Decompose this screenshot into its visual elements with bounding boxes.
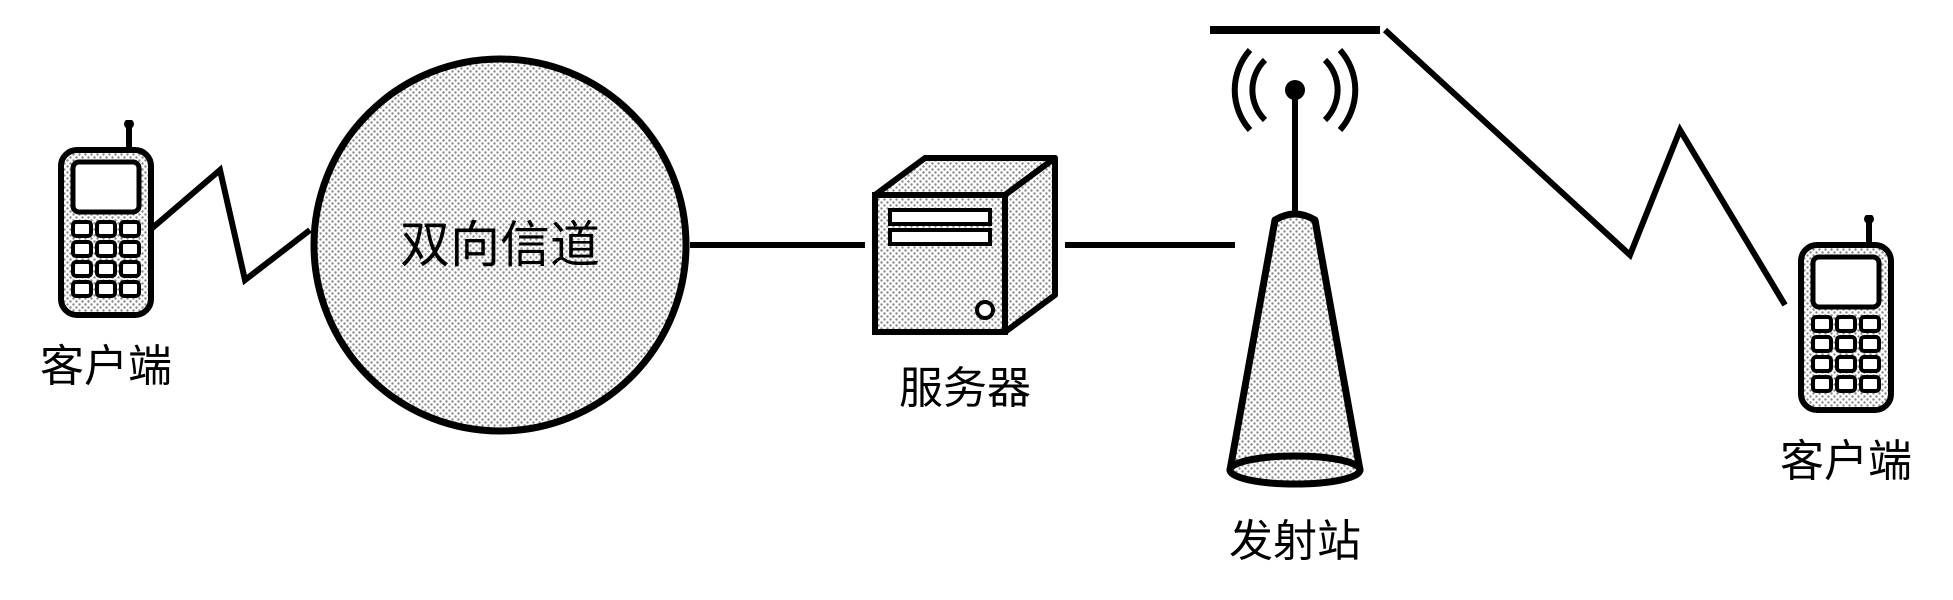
tower-icon [1205,20,1385,490]
client-right-label: 客户端 [1780,425,1912,489]
client-left-label: 客户端 [40,330,172,394]
channel-label: 双向信道 [400,217,600,273]
channel-circle-icon: 双向信道 [310,55,690,435]
server-icon [865,150,1065,340]
tower-label: 发射站 [1229,505,1361,569]
mobile-phone-icon [1791,215,1901,415]
client-node-left: 客户端 [40,120,172,394]
channel-node: 双向信道 [310,55,690,435]
server-label: 服务器 [899,352,1031,416]
server-node: 服务器 [865,150,1065,416]
client-node-right: 客户端 [1780,215,1912,489]
mobile-phone-icon [51,120,161,320]
tower-node: 发射站 [1205,20,1385,569]
